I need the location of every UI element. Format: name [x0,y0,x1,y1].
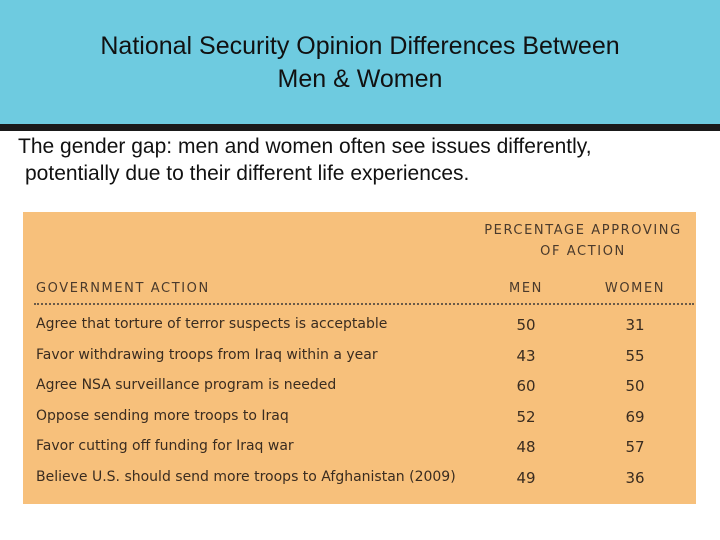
page-title-line-2: Men & Women [277,65,443,93]
row-men-value: 60 [516,377,536,395]
page-title-line-1: National Security Opinion Differences Be… [100,32,620,60]
row-men-value: 52 [516,408,536,426]
percentage-header-line-2: OF ACTION [540,244,626,259]
subtitle: The gender gap: men and women often see … [18,133,708,187]
table-row: Favor cutting off funding for Iraq war 4… [23,433,696,463]
page-title: National Security Opinion Differences Be… [0,30,720,96]
row-men-value: 50 [516,316,536,334]
subtitle-line-1: The gender gap: men and women often see … [18,135,592,158]
column-header-women: WOMEN [604,281,666,296]
table-row: Favor withdrawing troops from Iraq withi… [23,342,696,372]
column-header-men: MEN [509,281,543,296]
column-header-action: GOVERNMENT ACTION [36,281,210,296]
subtitle-line-2: potentially due to their different life … [25,162,470,185]
header-dotted-divider [34,303,694,305]
table-row: Believe U.S. should send more troops to … [23,464,696,494]
row-action: Believe U.S. should send more troops to … [36,469,456,485]
row-action: Agree that torture of terror suspects is… [36,316,388,332]
table-row: Agree NSA surveillance program is needed… [23,372,696,402]
row-women-value: 55 [625,347,645,365]
row-women-value: 57 [625,438,645,456]
row-women-value: 69 [625,408,645,426]
row-women-value: 31 [625,316,645,334]
row-women-value: 36 [625,469,645,487]
row-action: Favor cutting off funding for Iraq war [36,438,294,454]
row-action: Favor withdrawing troops from Iraq withi… [36,347,378,363]
row-men-value: 43 [516,347,536,365]
table-row: Oppose sending more troops to Iraq 52 69 [23,403,696,433]
row-men-value: 49 [516,469,536,487]
row-men-value: 48 [516,438,536,456]
row-action: Agree NSA surveillance program is needed [36,377,337,393]
opinion-table: PERCENTAGE APPROVING OF ACTION GOVERNMEN… [23,212,696,504]
percentage-group-header: PERCENTAGE APPROVING OF ACTION [473,220,693,262]
row-women-value: 50 [625,377,645,395]
table-row: Agree that torture of terror suspects is… [23,311,696,341]
row-action: Oppose sending more troops to Iraq [36,408,289,424]
header-divider [0,124,720,131]
title-banner: National Security Opinion Differences Be… [0,0,720,124]
percentage-header-line-1: PERCENTAGE APPROVING [484,223,682,238]
